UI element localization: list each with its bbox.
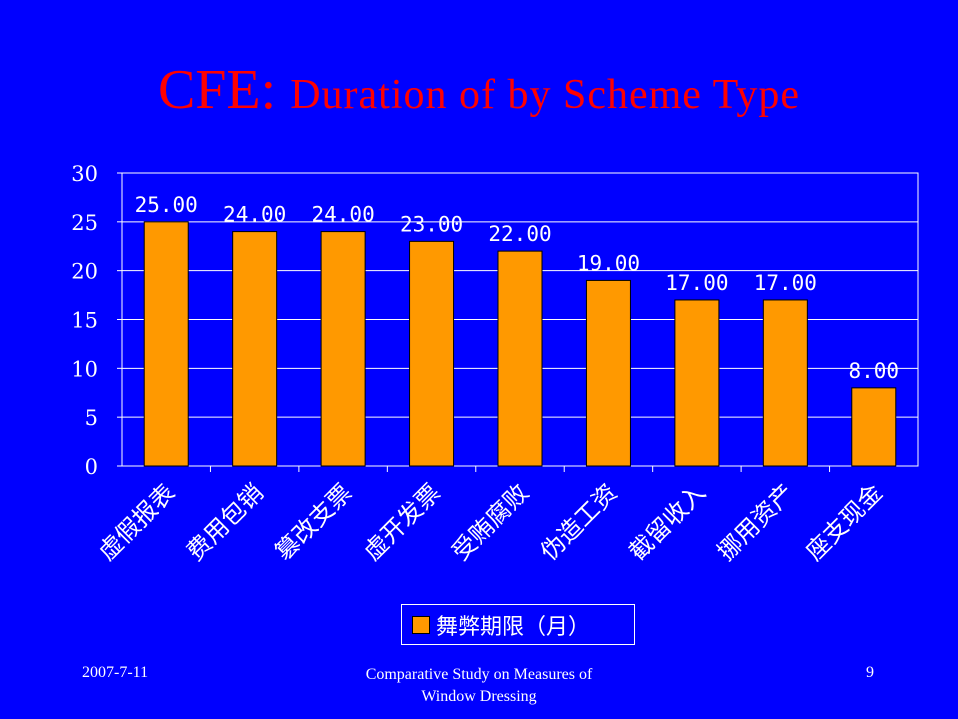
data-label: 22.00 — [488, 222, 551, 246]
bar — [762, 299, 808, 467]
data-label: 8.00 — [848, 359, 899, 383]
bar — [143, 221, 189, 467]
y-tick-label: 20 — [71, 260, 98, 284]
footer-title: Comparative Study on Measures of Window … — [300, 664, 658, 708]
bar — [409, 240, 455, 467]
x-category-label: 截留收入 — [623, 478, 711, 566]
x-category-label: 虚开发票 — [358, 478, 446, 566]
footer-date: 2007-7-11 — [82, 664, 149, 681]
chart-legend: 舞弊期限（月） — [401, 604, 635, 645]
bar — [232, 231, 278, 467]
x-category-label: 篡改支票 — [270, 478, 358, 566]
title-prefix: CFE: — [157, 59, 291, 121]
x-category-label: 座支现金 — [800, 478, 888, 566]
data-label: 17.00 — [665, 271, 728, 295]
data-label: 24.00 — [223, 203, 286, 227]
legend-swatch — [412, 615, 430, 634]
bar — [497, 250, 543, 467]
bar — [674, 299, 720, 467]
x-category-label: 受贿腐败 — [447, 478, 535, 566]
slide-title: CFE: Duration of by Scheme Type — [0, 58, 958, 122]
page-number: 9 — [866, 664, 874, 681]
bar — [320, 231, 366, 467]
x-category-label: 挪用资产 — [712, 478, 800, 566]
y-tick-label: 15 — [71, 309, 98, 333]
title-text: Duration of by Scheme Type — [290, 72, 801, 118]
legend-label: 舞弊期限（月） — [436, 614, 591, 640]
y-tick-label: 5 — [85, 406, 98, 430]
y-tick-label: 30 — [71, 162, 98, 186]
data-label: 23.00 — [400, 212, 463, 236]
y-tick-label: 0 — [85, 455, 98, 479]
y-tick-label: 10 — [71, 357, 98, 381]
x-category-label: 虚假报表 — [93, 478, 181, 566]
data-label: 25.00 — [135, 193, 198, 217]
bar — [585, 279, 631, 467]
y-tick-label: 25 — [71, 211, 98, 235]
x-category-label: 费用包销 — [181, 478, 269, 566]
bar — [851, 387, 897, 467]
data-label: 19.00 — [577, 251, 640, 275]
data-label: 24.00 — [312, 203, 375, 227]
x-category-label: 伪造工资 — [535, 478, 623, 566]
footer-title-line1: Comparative Study on Measures of — [365, 666, 593, 683]
footer-title-line2: Window Dressing — [421, 688, 537, 705]
data-label: 17.00 — [754, 271, 817, 295]
